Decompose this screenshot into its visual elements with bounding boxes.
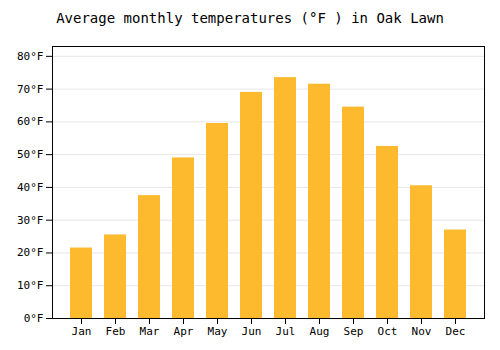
svg-text:Oct: Oct — [378, 325, 398, 338]
svg-text:10°F: 10°F — [17, 279, 44, 292]
svg-text:Mar: Mar — [140, 325, 160, 338]
svg-text:0°F: 0°F — [24, 312, 44, 325]
svg-text:May: May — [208, 325, 228, 338]
svg-text:Jun: Jun — [242, 325, 262, 338]
svg-text:Dec: Dec — [446, 325, 466, 338]
svg-text:50°F: 50°F — [17, 148, 44, 161]
svg-text:Feb: Feb — [106, 325, 126, 338]
svg-text:Jul: Jul — [276, 325, 296, 338]
svg-text:Apr: Apr — [174, 325, 194, 338]
svg-text:20°F: 20°F — [17, 246, 44, 259]
svg-text:Sep: Sep — [344, 325, 364, 338]
svg-text:Jan: Jan — [72, 325, 92, 338]
svg-text:60°F: 60°F — [17, 115, 44, 128]
svg-text:Aug: Aug — [310, 325, 330, 338]
svg-text:40°F: 40°F — [17, 181, 44, 194]
svg-text:70°F: 70°F — [17, 83, 44, 96]
html-text:Average monthly temperatures (: Average monthly temperatures (°F ) in Oa… — [56, 10, 444, 26]
svg-text:80°F: 80°F — [17, 50, 44, 63]
svg-text:Nov: Nov — [412, 325, 432, 338]
svg-text:30°F: 30°F — [17, 214, 44, 227]
